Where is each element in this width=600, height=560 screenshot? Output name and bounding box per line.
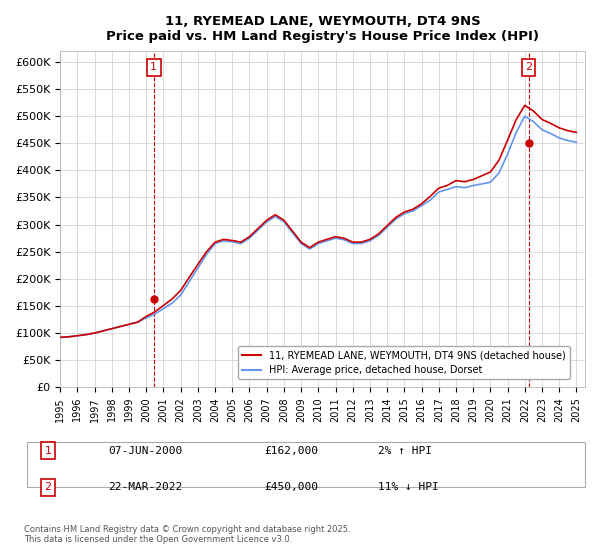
Text: 2: 2 <box>44 482 52 492</box>
Text: Contains HM Land Registry data © Crown copyright and database right 2025.
This d: Contains HM Land Registry data © Crown c… <box>24 525 350 544</box>
Text: 2: 2 <box>525 62 532 72</box>
Text: 22-MAR-2022: 22-MAR-2022 <box>108 482 182 492</box>
Title: 11, RYEMEAD LANE, WEYMOUTH, DT4 9NS
Price paid vs. HM Land Registry's House Pric: 11, RYEMEAD LANE, WEYMOUTH, DT4 9NS Pric… <box>106 15 539 43</box>
Text: 07-JUN-2000: 07-JUN-2000 <box>108 446 182 456</box>
Text: 11% ↓ HPI: 11% ↓ HPI <box>378 482 439 492</box>
Legend: 11, RYEMEAD LANE, WEYMOUTH, DT4 9NS (detached house), HPI: Average price, detach: 11, RYEMEAD LANE, WEYMOUTH, DT4 9NS (det… <box>238 346 569 379</box>
Text: 1: 1 <box>44 446 52 456</box>
Text: £162,000: £162,000 <box>264 446 318 456</box>
Text: £450,000: £450,000 <box>264 482 318 492</box>
Text: 2% ↑ HPI: 2% ↑ HPI <box>378 446 432 456</box>
Text: 1: 1 <box>151 62 157 72</box>
